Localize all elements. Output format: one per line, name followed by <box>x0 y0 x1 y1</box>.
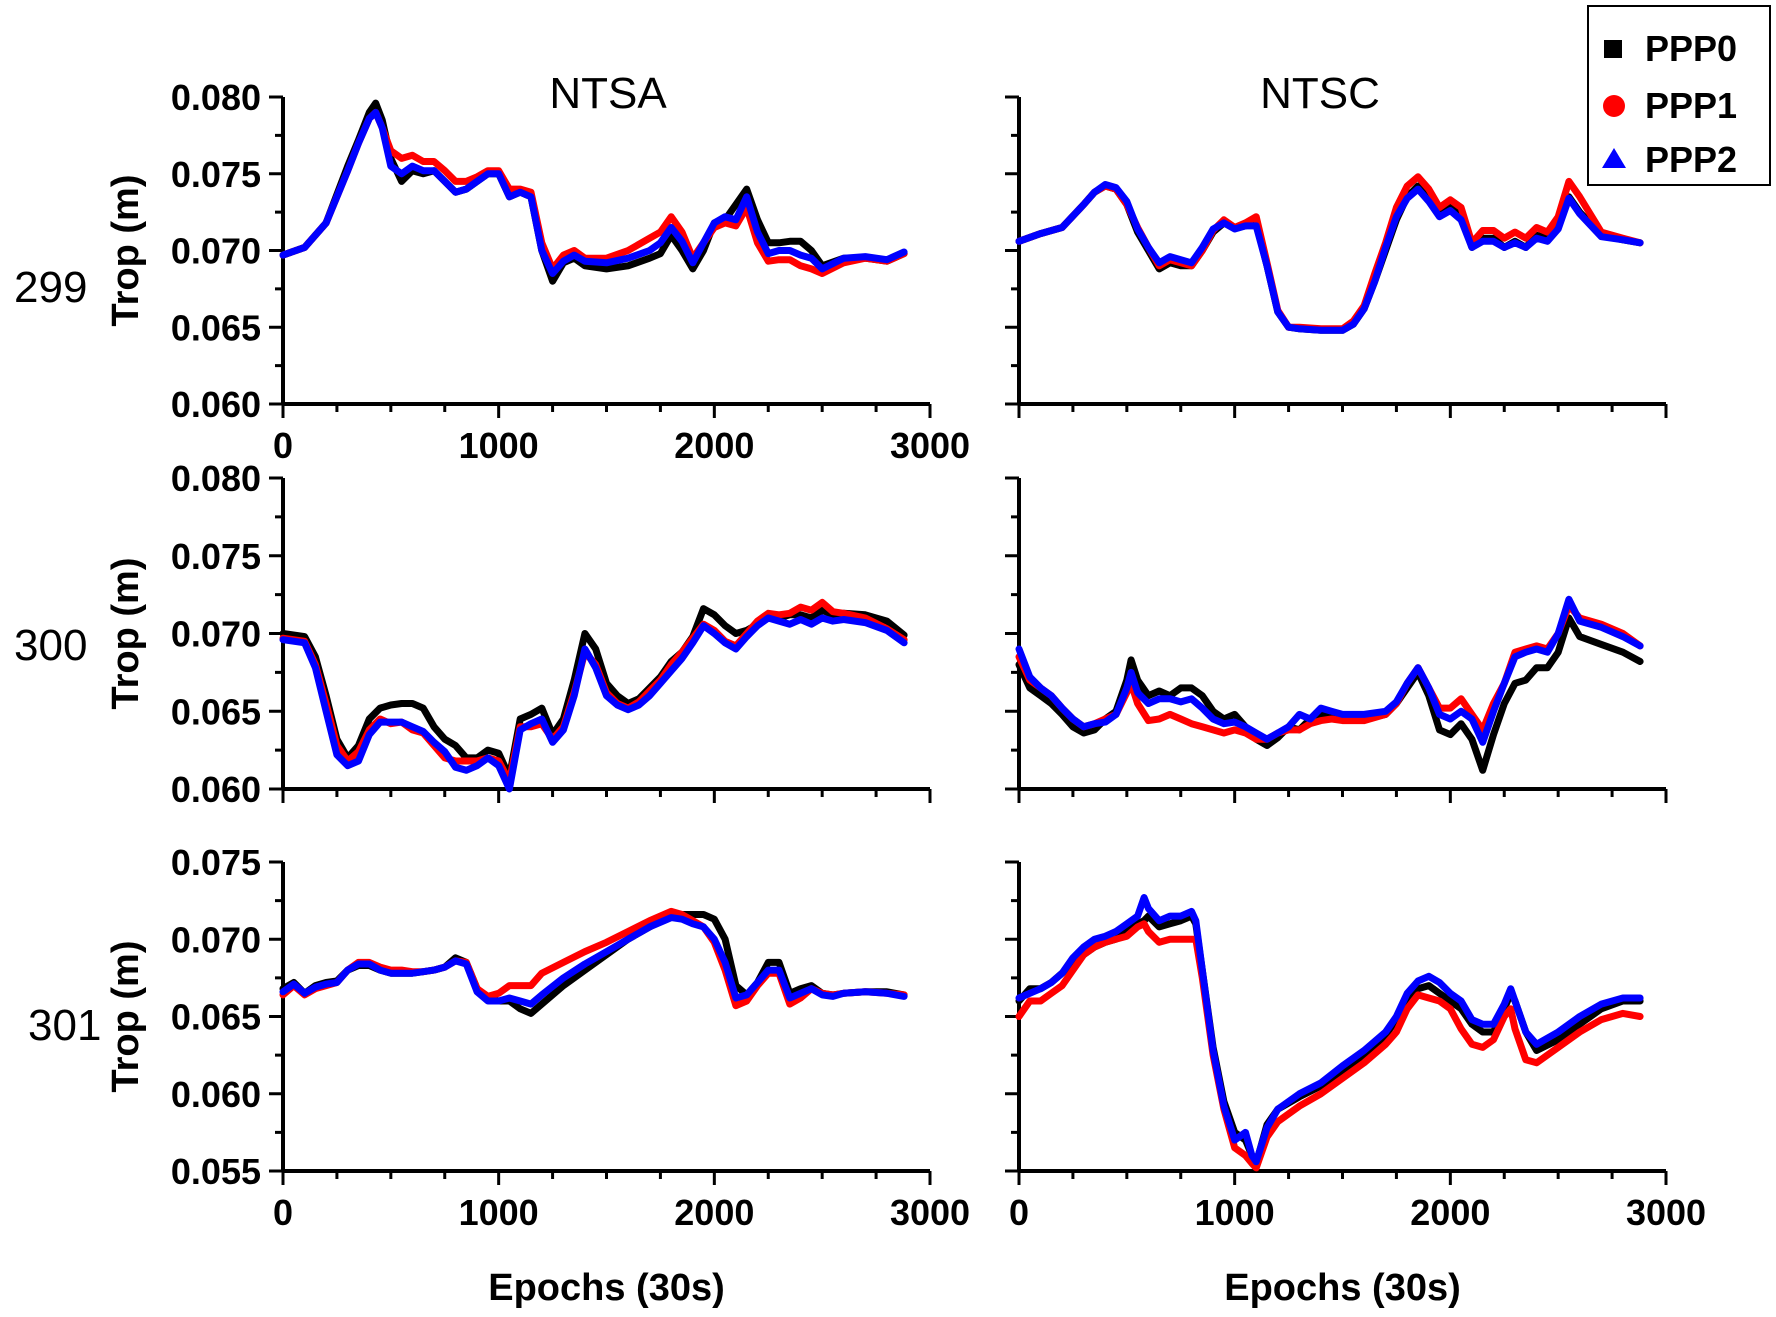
panel-ntsc-300 <box>1005 476 1668 803</box>
row-label-300: 300 <box>14 621 87 670</box>
legend-marker-ppp0 <box>1604 40 1622 58</box>
y-axis-title-ntsa-300: Trop (m) <box>105 558 147 710</box>
legend-label-ppp0: PPP0 <box>1645 28 1737 69</box>
y-axis-title-ntsa-299: Trop (m) <box>105 175 147 327</box>
legend-label-ppp1: PPP1 <box>1645 85 1737 126</box>
y-tick-label-ntsa-299: 0.080 <box>171 77 261 118</box>
x-tick-label-ntsa-301: 2000 <box>674 1192 754 1233</box>
x-tick-label-ntsa-301: 0 <box>273 1192 293 1233</box>
x-tick-label-ntsa-299: 3000 <box>890 425 970 466</box>
x-axis-title-ntsa-301: Epochs (30s) <box>488 1267 725 1309</box>
panel-ntsa-299: 0.060 0.065 0.070 0.075 0.080 0 1000 2000 3000 Tr… <box>105 77 970 466</box>
y-tick-label-ntsa-301: 0.070 <box>171 919 261 960</box>
y-tick-label-ntsa-300: 0.065 <box>171 691 261 732</box>
row-label-301: 301 <box>28 1001 101 1050</box>
series-line-ppp2-ntsa-301 <box>279 914 908 1008</box>
x-tick-label-ntsa-299: 0 <box>273 425 293 466</box>
legend-marker-ppp1 <box>1603 95 1625 117</box>
x-tick-label-ntsa-301: 3000 <box>890 1192 970 1233</box>
x-tick-label-ntsc-301: 2000 <box>1410 1192 1490 1233</box>
y-tick-label-ntsa-301: 0.055 <box>171 1151 261 1192</box>
series-line-ppp2-ntsa-300 <box>279 614 908 793</box>
y-tick-label-ntsa-300: 0.075 <box>171 536 261 577</box>
x-tick-label-ntsc-301: 1000 <box>1195 1192 1275 1233</box>
legend-box <box>1587 5 1771 186</box>
x-tick-label-ntsa-301: 1000 <box>459 1192 539 1233</box>
panel-ntsa-301: 0.055 0.060 0.065 0.070 0.075 0 1000 2000 3000 Tr… <box>105 842 970 1309</box>
series-line-ppp2-ntsa-299 <box>279 108 908 277</box>
y-tick-label-ntsa-299: 0.075 <box>171 154 261 195</box>
row-label-299: 299 <box>14 263 87 312</box>
y-tick-label-ntsa-300: 0.070 <box>171 614 261 655</box>
y-tick-label-ntsa-299: 0.070 <box>171 231 261 272</box>
series-line-ppp2-ntsc-301 <box>1015 894 1644 1166</box>
series-line-ppp1-ntsc-299 <box>1015 173 1644 333</box>
y-tick-label-ntsa-301: 0.060 <box>171 1074 261 1115</box>
y-axis-title-ntsa-301: Trop (m) <box>105 941 147 1093</box>
y-tick-label-ntsa-301: 0.065 <box>171 997 261 1038</box>
series-line-ppp0-ntsc-299 <box>1015 182 1644 334</box>
y-tick-label-ntsa-301: 0.075 <box>171 842 261 883</box>
column-title-ntsa: NTSA <box>549 69 667 118</box>
x-tick-label-ntsa-299: 1000 <box>459 425 539 466</box>
series-line-ppp0-ntsc-300 <box>1015 614 1644 774</box>
series-line-ppp2-ntsc-300 <box>1015 595 1644 746</box>
series-line-ppp2-ntsc-299 <box>1015 181 1644 334</box>
x-tick-label-ntsa-299: 2000 <box>674 425 754 466</box>
series-line-ppp0-ntsa-300 <box>279 605 908 781</box>
panels: 0.060 0.065 0.070 0.075 0.080 0 1000 2000 3000 Tr… <box>105 77 1706 1309</box>
x-tick-label-ntsc-301: 0 <box>1009 1192 1029 1233</box>
x-tick-label-ntsc-301: 3000 <box>1626 1192 1706 1233</box>
column-title-ntsc: NTSC <box>1260 69 1380 118</box>
y-tick-label-ntsa-299: 0.060 <box>171 384 261 425</box>
panel-ntsc-301: 0 1000 2000 3000 Epochs (30s) <box>1005 860 1706 1309</box>
x-axis-title-ntsc-301: Epochs (30s) <box>1224 1267 1461 1309</box>
y-tick-label-ntsa-300: 0.060 <box>171 769 261 810</box>
series-line-ppp1-ntsa-299 <box>279 108 908 277</box>
y-tick-label-ntsa-300: 0.080 <box>171 458 261 499</box>
panel-ntsc-299 <box>1005 95 1668 418</box>
panel-ntsa-300: 0.060 0.065 0.070 0.075 0.080 Trop (m) <box>105 458 932 810</box>
legend-marker-ppp2 <box>1602 148 1626 168</box>
series-line-ppp1-ntsa-300 <box>279 598 908 785</box>
legend: PPP0 PPP1 PPP2 <box>1587 5 1771 186</box>
y-tick-label-ntsa-299: 0.065 <box>171 307 261 348</box>
legend-label-ppp2: PPP2 <box>1645 139 1737 180</box>
